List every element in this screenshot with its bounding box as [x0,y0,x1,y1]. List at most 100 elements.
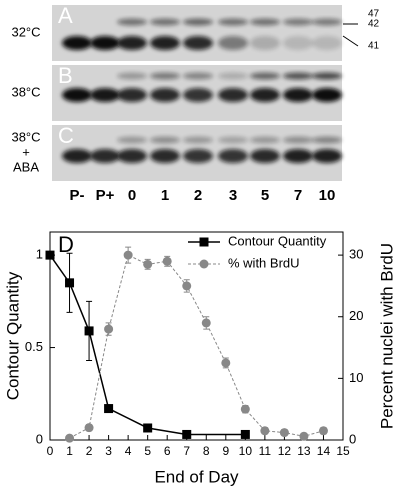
marker [84,423,94,433]
marker [182,281,192,291]
band [283,36,313,50]
marker [182,429,192,439]
x-tick-label: 2 [86,444,93,458]
condition-label: ABA [13,159,39,174]
marker [299,431,309,441]
band [117,136,147,144]
marker [65,278,75,288]
x-tick-label: 7 [183,444,190,458]
series-line [69,254,324,439]
x-tick-label: 8 [203,444,210,458]
band [218,88,248,102]
band [90,149,120,163]
band [90,88,120,102]
band [312,149,342,163]
x-tick-label: 4 [125,444,132,458]
band [250,136,280,144]
band [90,36,120,50]
x-tick-label: 9 [222,444,229,458]
lane-label: 1 [161,187,169,204]
marker [240,429,250,439]
band [150,18,180,26]
marker [123,250,133,260]
marker [201,318,211,328]
band [312,72,342,80]
marker-label: 41 [368,41,380,52]
panel-letter: D [58,232,74,257]
y-tick-label: 0.5 [25,339,43,354]
band [218,136,248,144]
band [218,36,248,50]
marker [143,423,153,433]
marker [260,426,270,436]
band [312,88,342,102]
x-tick-label: 1 [66,444,73,458]
band [312,136,342,144]
x-tick-label: 3 [105,444,112,458]
condition-label: 38°C [11,84,40,99]
band [250,72,280,80]
marker [65,433,75,443]
band [250,36,280,50]
y2-axis-label: Percent nuclei with BrdU [377,243,396,429]
marker [143,259,153,269]
marker [318,426,328,436]
band [183,136,213,144]
lane-label: 2 [194,187,202,204]
x-tick-label: 10 [239,444,253,458]
band [283,72,313,80]
marker [221,358,231,368]
band [283,18,313,26]
band [283,88,313,102]
y2-tick-label: 10 [349,370,363,385]
series-line [49,254,246,436]
band [250,18,280,26]
band [312,36,342,50]
marker-label: 42 [368,19,380,30]
band [183,36,213,50]
band [117,149,147,163]
condition-label: 32°C [11,24,40,39]
x-tick-label: 14 [317,444,331,458]
marker [45,250,55,260]
marker [279,428,289,438]
marker [240,404,250,414]
panel-letter: B [58,63,73,88]
band [150,136,180,144]
band [183,88,213,102]
band [218,149,248,163]
band [183,18,213,26]
band [283,136,313,144]
y2-tick-label: 20 [349,308,363,323]
y2-tick-label: 0 [349,431,356,446]
marker [84,326,94,336]
lane-label: 7 [294,187,302,204]
band [283,149,313,163]
x-tick-label: 15 [336,444,350,458]
legend-label: % with BrdU [228,255,300,270]
band [312,18,342,26]
legend-marker [199,237,209,247]
lane-label: 3 [229,187,237,204]
band [150,72,180,80]
band [62,149,92,163]
band [117,36,147,50]
band [250,149,280,163]
band [62,88,92,102]
blot-panel [52,5,342,61]
x-tick-label: 11 [259,444,272,458]
lane-label: P- [70,187,85,204]
condition-label: 38°C [11,129,40,144]
band [62,36,92,50]
marker [104,404,114,414]
y-tick-label: 0 [36,431,43,446]
band [183,72,213,80]
condition-label: + [22,144,30,159]
lane-label: P+ [96,187,115,204]
panel-letter: C [58,123,74,148]
x-tick-label: 5 [144,444,151,458]
band [250,88,280,102]
